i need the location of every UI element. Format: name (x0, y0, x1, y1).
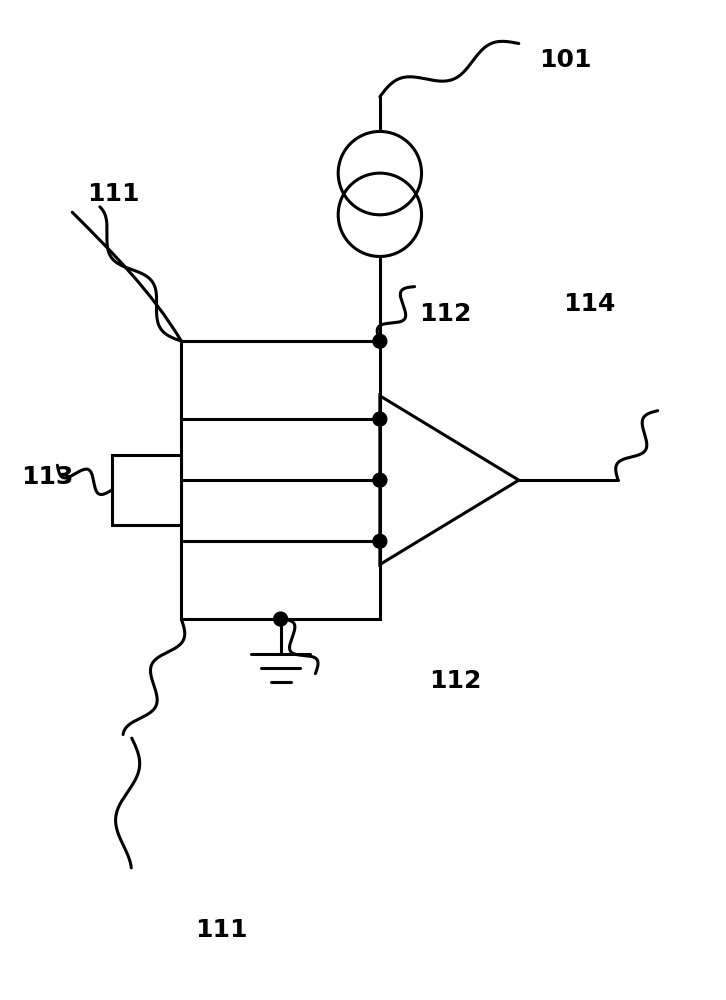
Text: 111: 111 (195, 918, 248, 942)
Circle shape (373, 534, 387, 548)
Text: 113: 113 (20, 465, 73, 489)
Circle shape (373, 334, 387, 348)
Text: 101: 101 (539, 48, 591, 72)
Bar (112, 455, 182, 525)
Circle shape (373, 412, 387, 426)
Text: 111: 111 (87, 182, 139, 206)
Text: 112: 112 (420, 302, 472, 326)
Circle shape (373, 473, 387, 487)
Bar (182, 341, 380, 619)
Text: 112: 112 (430, 669, 482, 693)
Text: 114: 114 (563, 292, 616, 316)
Circle shape (274, 612, 287, 626)
